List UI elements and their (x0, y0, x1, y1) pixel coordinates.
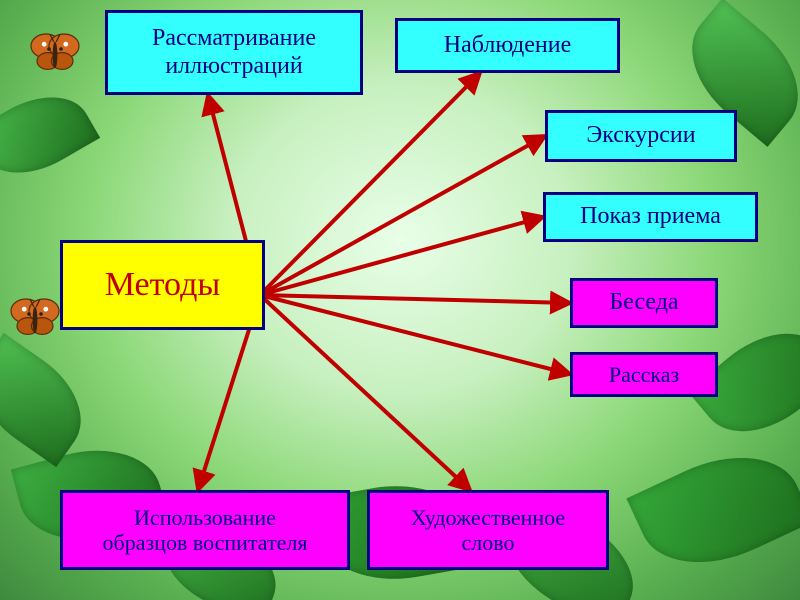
butterfly-icon (5, 290, 65, 350)
node-label: Художественное слово (411, 505, 565, 556)
center-node: Методы (60, 240, 265, 330)
node-label: Экскурсии (586, 122, 695, 150)
node-label: Использование образцов воспитателя (103, 505, 308, 556)
method-node-story: Рассказ (570, 352, 718, 397)
node-label: Наблюдение (444, 32, 572, 60)
method-node-excursions: Экскурсии (545, 110, 737, 162)
node-label: Методы (105, 265, 220, 304)
leaf-decoration (0, 77, 100, 193)
method-node-talk: Беседа (570, 278, 718, 328)
method-node-illustrations: Рассматривание иллюстраций (105, 10, 363, 95)
method-node-observation: Наблюдение (395, 18, 620, 73)
leaf-decoration (0, 333, 102, 467)
method-node-showtech: Показ приема (543, 192, 758, 242)
node-label: Рассказ (609, 362, 679, 387)
node-label: Показ приема (580, 203, 721, 231)
method-node-teacher: Использование образцов воспитателя (60, 490, 350, 570)
method-node-artword: Художественное слово (367, 490, 609, 570)
node-label: Рассматривание иллюстраций (152, 25, 316, 80)
butterfly-icon (25, 25, 85, 85)
node-label: Беседа (609, 289, 678, 317)
leaf-decoration (626, 431, 800, 589)
